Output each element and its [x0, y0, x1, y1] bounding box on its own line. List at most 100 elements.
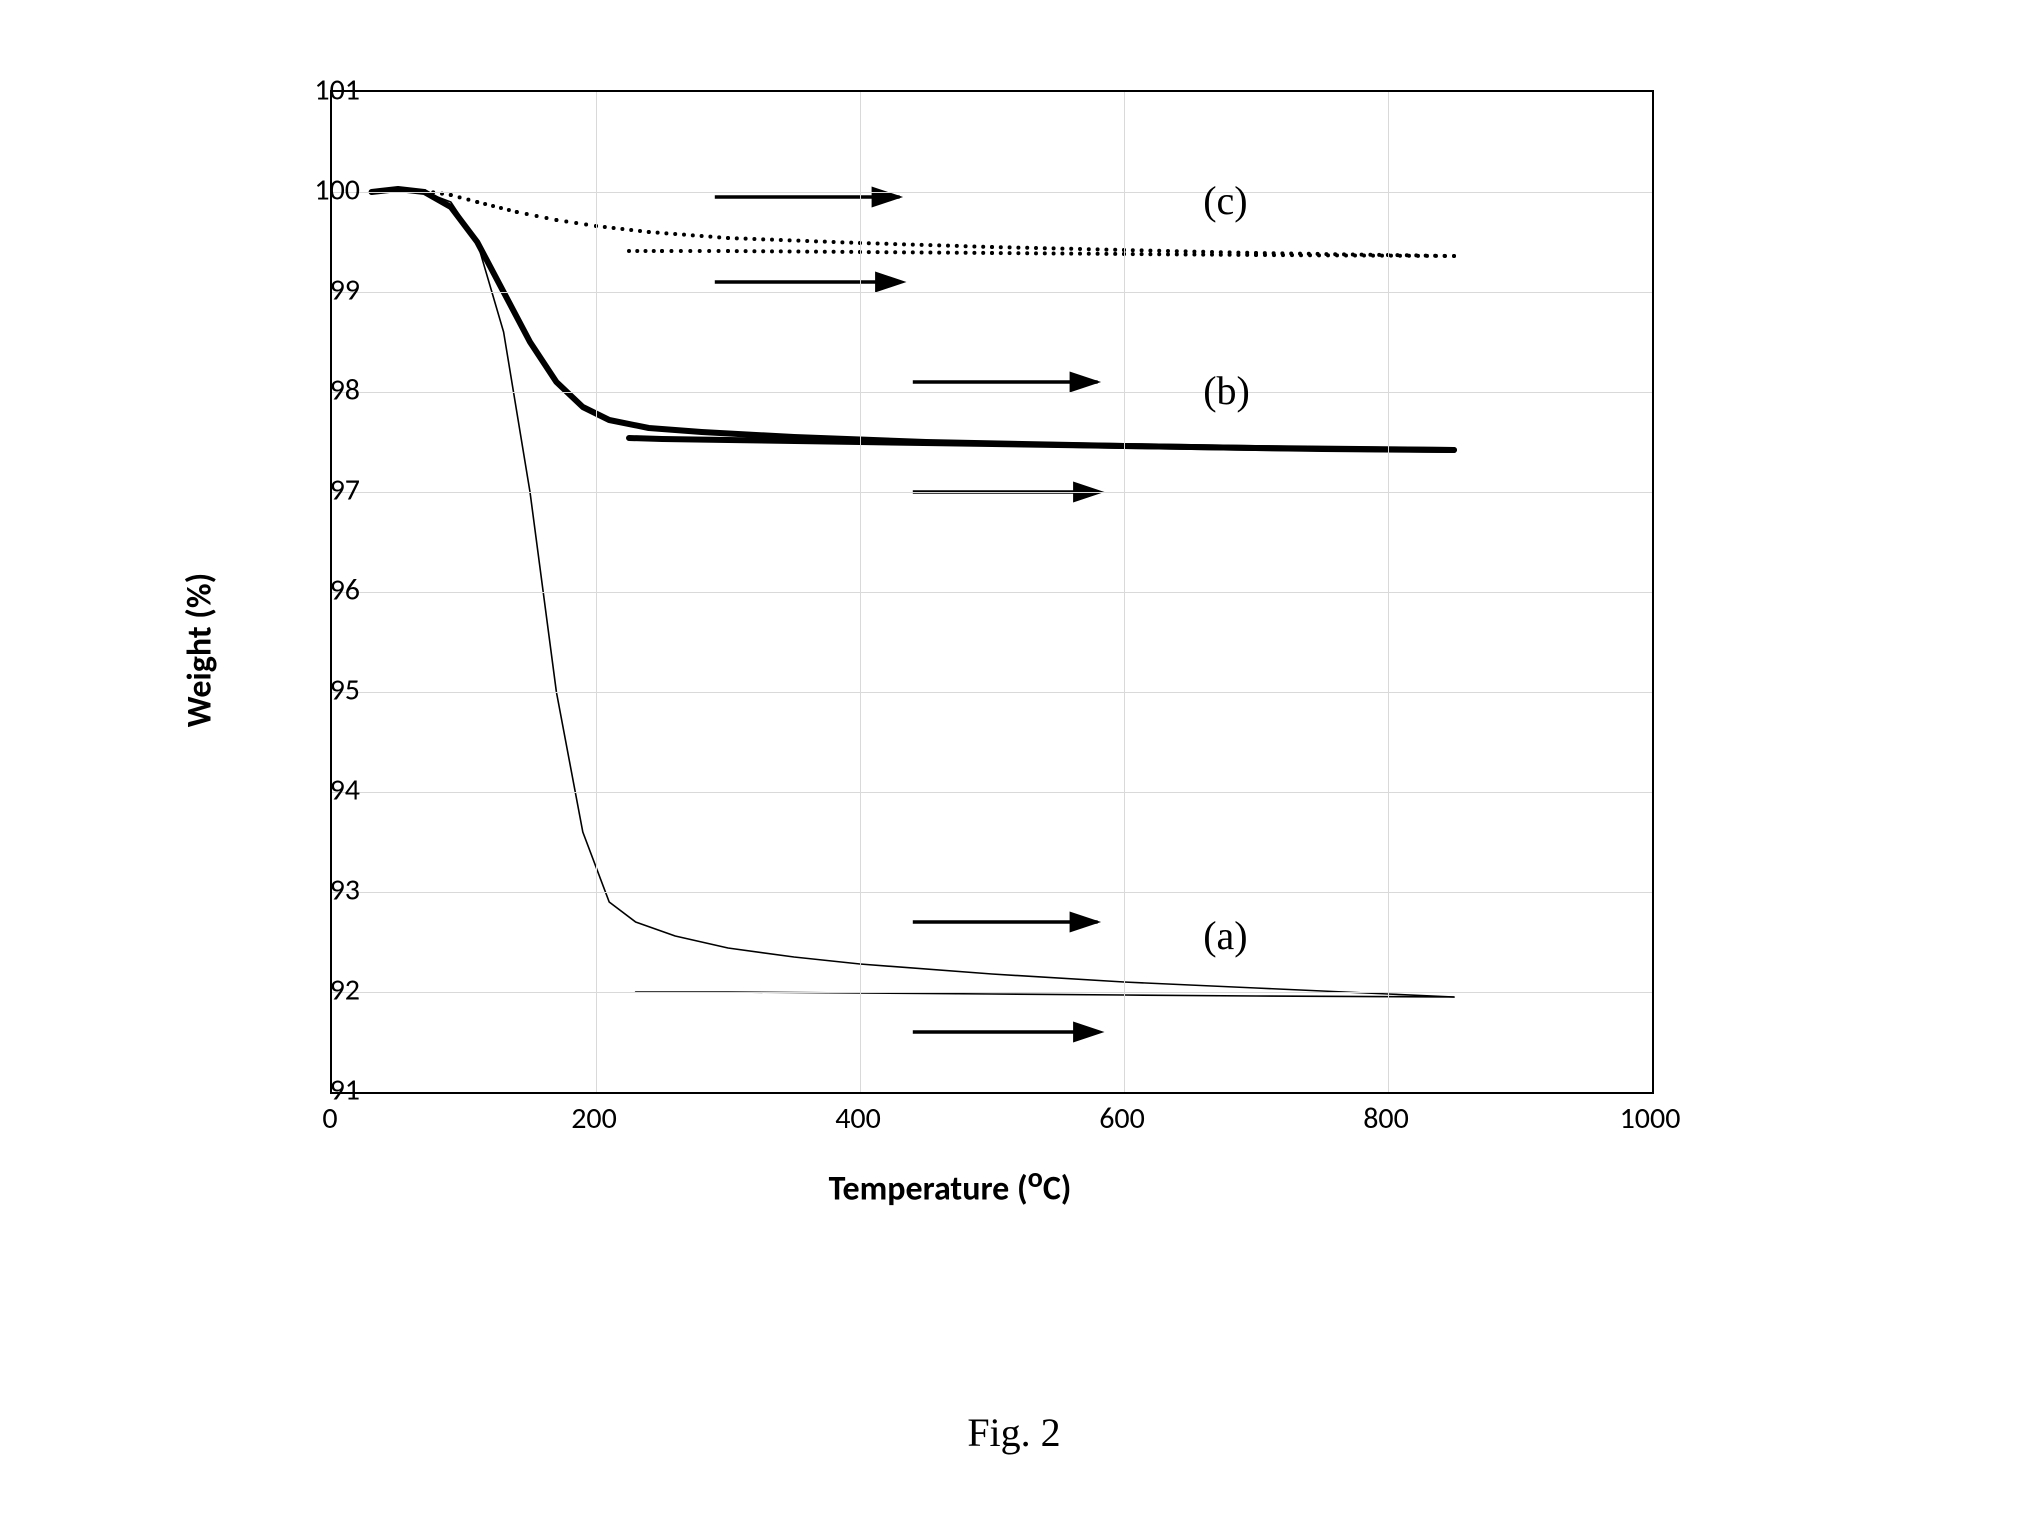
series-c_heat: [708, 235, 712, 239]
series-c_heat: [1034, 246, 1038, 250]
series-c_cool: [1236, 253, 1240, 257]
series-c_heat: [483, 202, 487, 206]
series-c_heat: [726, 236, 730, 240]
series-c_cool: [669, 249, 673, 253]
series-c_heat: [1016, 246, 1020, 250]
series-c_heat: [629, 228, 633, 232]
gridline-h: [332, 192, 1652, 193]
series-c_heat: [928, 243, 932, 247]
series-c_cool: [1069, 252, 1073, 256]
series-c_heat: [999, 245, 1003, 249]
series-c_cool: [627, 249, 631, 253]
series-c_heat: [964, 244, 968, 248]
series-c_cool: [796, 250, 800, 254]
series-c_cool: [972, 251, 976, 255]
series-c_cool: [946, 251, 950, 255]
series-c_heat: [458, 195, 462, 199]
series-c_heat: [902, 242, 906, 246]
series-c_heat: [475, 200, 479, 204]
series-c_heat: [1148, 249, 1152, 253]
series-c_cool: [1060, 252, 1064, 256]
series-c_cool: [1425, 254, 1429, 258]
series-c_cool: [1245, 253, 1249, 257]
series-c_heat: [937, 243, 941, 247]
series-c_cool: [849, 250, 853, 254]
series-c_heat: [832, 240, 836, 244]
series-c_heat: [1060, 247, 1064, 251]
series-c_cool: [1434, 254, 1438, 258]
x-tick-label: 800: [1363, 1100, 1409, 1137]
series-c_cool: [893, 250, 897, 254]
series-c_heat: [1087, 247, 1091, 251]
series-c_heat: [840, 240, 844, 244]
series-c_heat: [920, 243, 924, 247]
series-c_heat: [1140, 248, 1144, 252]
series-c_heat: [735, 236, 739, 240]
series-c_heat: [545, 216, 549, 220]
y-tick-label: 97: [330, 472, 360, 509]
series-c_heat: [664, 231, 668, 235]
series-c_heat: [449, 193, 453, 197]
series-c_heat: [1104, 248, 1108, 252]
x-axis-title-pre: Temperature (: [829, 1168, 1028, 1209]
series-c_heat: [554, 218, 558, 222]
series-c_heat: [788, 238, 792, 242]
gridline-h: [332, 992, 1652, 993]
series-c_cool: [840, 250, 844, 254]
series-c_cool: [726, 249, 730, 253]
series-c_cool: [955, 251, 959, 255]
series-c_cool: [1344, 253, 1348, 257]
series-c_heat: [770, 238, 774, 242]
series-c_cool: [876, 250, 880, 254]
y-tick-label: 93: [330, 872, 360, 909]
series-c_cool: [1034, 251, 1038, 255]
series-c_cool: [779, 249, 783, 253]
y-tick-label: 99: [330, 272, 360, 309]
series-c_cool: [964, 251, 968, 255]
series-c_cool: [1290, 253, 1294, 257]
series-c_heat: [1113, 248, 1117, 252]
y-tick-label: 94: [330, 772, 360, 809]
series-c_cool: [1407, 254, 1411, 258]
series-c_cool: [1140, 252, 1144, 256]
series-c_cool: [761, 249, 765, 253]
series-c_cool: [752, 249, 756, 253]
series-c_cool: [1157, 252, 1161, 256]
series-c_heat: [805, 239, 809, 243]
gridline-h: [332, 292, 1652, 293]
series-c_cool: [1131, 252, 1135, 256]
series-c_heat: [535, 214, 539, 218]
y-tick-label: 100: [314, 172, 360, 209]
series-c_cool: [1353, 254, 1357, 258]
series-c_heat: [893, 242, 897, 246]
x-tick-label: 600: [1099, 1100, 1145, 1137]
x-tick-label: 200: [571, 1100, 617, 1137]
series-a_heat: [372, 190, 1454, 997]
x-axis-title: Temperature (oC): [170, 1160, 1730, 1209]
gridline-h: [332, 392, 1652, 393]
series-c_heat: [1131, 248, 1135, 252]
y-tick-label: 92: [330, 972, 360, 1009]
series-c_heat: [673, 232, 677, 236]
series-c_cool: [823, 250, 827, 254]
series-c_cool: [717, 249, 721, 253]
y-tick-label: 101: [314, 72, 360, 109]
series-c_cool: [1008, 251, 1012, 255]
x-tick-label: 400: [835, 1100, 881, 1137]
series-c_cool: [1184, 252, 1188, 256]
y-tick-label: 96: [330, 572, 360, 609]
series-c_heat: [972, 244, 976, 248]
gridline-h: [332, 492, 1652, 493]
series-c_cool: [1166, 252, 1170, 256]
series-c_cool: [1087, 252, 1091, 256]
series-c_cool: [1192, 253, 1196, 257]
series-c_cool: [1016, 251, 1020, 255]
series-c_heat: [946, 244, 950, 248]
series-c_cool: [1201, 253, 1205, 257]
x-axis-title-sup: o: [1028, 1160, 1043, 1195]
series-c_heat: [779, 238, 783, 242]
series-c_cool: [735, 249, 739, 253]
series-c_heat: [1069, 247, 1073, 251]
series-c_cool: [902, 250, 906, 254]
series-label-c_heat: (c): [1203, 177, 1247, 224]
